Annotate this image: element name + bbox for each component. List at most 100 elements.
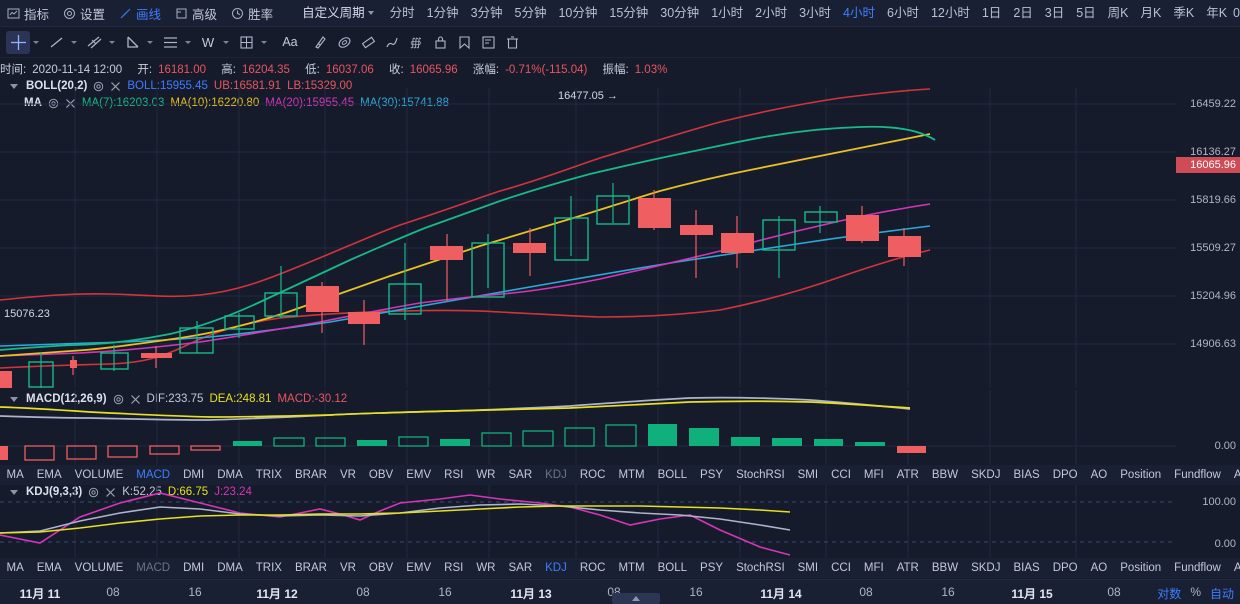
indicator-tab-mtm[interactable]: MTM (618, 562, 645, 574)
lock-tool[interactable] (428, 31, 452, 54)
gear-icon[interactable] (113, 394, 124, 405)
indicator-tab-cci[interactable]: CCI (831, 562, 851, 574)
indicator-tab-trix[interactable]: TRIX (255, 469, 282, 481)
indicator-tab-sar[interactable]: SAR (508, 469, 533, 481)
eraser-tool[interactable] (356, 31, 380, 54)
period-15分钟[interactable]: 15分钟 (609, 5, 649, 20)
indicator-tab-position[interactable]: Position (1120, 469, 1162, 481)
advanced-menu-button[interactable]: 高级 (168, 0, 224, 26)
indicator-tab-wr[interactable]: WR (476, 469, 496, 481)
period-3小时[interactable]: 3小时 (799, 5, 832, 20)
close-icon[interactable] (105, 487, 116, 498)
indicator-tab-ema[interactable]: EMA (36, 562, 62, 574)
horizontal-lines-tool-chevron[interactable] (182, 31, 193, 54)
indicator-tab-sar[interactable]: SAR (508, 562, 533, 574)
indicator-tab-trix[interactable]: TRIX (255, 562, 282, 574)
gear-icon[interactable] (93, 81, 104, 92)
indicator-tab-macd[interactable]: MACD (136, 469, 171, 481)
indicator-tab-ao[interactable]: AO (1090, 562, 1108, 574)
percent-scale-button[interactable]: % (1190, 585, 1201, 599)
indicator-tab-psy[interactable]: PSY (700, 469, 724, 481)
indicator-tab-atr[interactable]: ATR (896, 562, 919, 574)
indicator-tab-ai-netvol[interactable]: AI-NetVOL (1233, 562, 1240, 574)
indicator-tab-obv[interactable]: OBV (368, 562, 394, 574)
kdj-panel[interactable] (0, 485, 1176, 558)
emoji-tool[interactable]: ∰ (404, 31, 428, 54)
indicator-tab-roc[interactable]: ROC (579, 469, 606, 481)
period-1小时[interactable]: 1小时 (711, 5, 744, 20)
indicator-tab-ai-netvol[interactable]: AI-NetVOL (1233, 469, 1240, 481)
angle-tool-chevron[interactable] (144, 31, 155, 54)
period-2日[interactable]: 2日 (1013, 5, 1033, 20)
indicator-tab-stochrsi[interactable]: StochRSI (736, 562, 785, 574)
indicator-tab-kdj[interactable]: KDJ (545, 469, 567, 481)
period-季K[interactable]: 季K (1173, 5, 1195, 20)
period-分时[interactable]: 分时 (389, 5, 415, 20)
indicator-tab-mfi[interactable]: MFI (863, 562, 884, 574)
settings-menu-button[interactable]: 设置 (56, 0, 112, 26)
macd-axis[interactable]: 0.00 (1176, 390, 1240, 465)
parallel-channel-tool[interactable] (82, 31, 106, 54)
indicator-tab-vr[interactable]: VR (339, 562, 356, 574)
period-年K[interactable]: 年K (1206, 5, 1228, 20)
indicator-tab-wr[interactable]: WR (476, 562, 496, 574)
horizontal-scroll-thumb[interactable] (612, 593, 660, 604)
custom-period-button[interactable]: 自定义周期 (296, 0, 384, 27)
winrate-menu-button[interactable]: 胜率 (224, 0, 280, 26)
indicator-tab-mtm[interactable]: MTM (618, 469, 645, 481)
chevron-down-icon[interactable] (10, 83, 18, 89)
indicator-tabs-row-2[interactable]: MA EMA VOLUME MACD DMI DMA TRIX BRAR VR OBV EMV RSI… (0, 558, 1240, 578)
period-月K[interactable]: 月K (1140, 5, 1162, 20)
indicator-tab-dmi[interactable]: DMI (183, 469, 205, 481)
period-1分钟[interactable]: 1分钟 (426, 5, 459, 20)
indicator-tab-fundflow[interactable]: Fundflow (1174, 469, 1221, 481)
trendline-tool-chevron[interactable] (68, 31, 79, 54)
wave-w-tool-chevron[interactable] (220, 31, 231, 54)
time-axis[interactable]: 11月 11 08 16 11月 12 08 16 11月 13 08 16 11月 14 08 16… (0, 579, 1240, 604)
indicator-tab-cci[interactable]: CCI (831, 469, 851, 481)
period-1日[interactable]: 1日 (981, 5, 1002, 20)
drawline-menu-button[interactable]: 画线 (112, 0, 168, 26)
chevron-down-icon[interactable] (10, 489, 18, 495)
period-2小时[interactable]: 2小时 (755, 5, 788, 20)
log-scale-button[interactable]: 对数 (1157, 587, 1182, 601)
indicator-tab-bias[interactable]: BIAS (1013, 469, 1040, 481)
kdj-axis[interactable]: 100.00 0.00 (1176, 485, 1240, 558)
chevron-down-icon[interactable] (10, 396, 18, 402)
crosshair-tool-chevron[interactable] (30, 31, 41, 54)
indicator-tab-dpo[interactable]: DPO (1052, 562, 1078, 574)
indicator-tab-ma[interactable]: MA (6, 469, 24, 481)
indicator-tab-bbw[interactable]: BBW (931, 469, 959, 481)
indicator-tab-skdj[interactable]: SKDJ (971, 469, 1001, 481)
indicator-tab-volume[interactable]: VOLUME (74, 469, 124, 481)
magnet-tool[interactable] (332, 31, 356, 54)
indicator-tabs-row-1[interactable]: MA EMA VOLUME MACD DMI DMA TRIX BRAR VR OBV EMV RSI… (0, 465, 1240, 485)
close-icon[interactable] (110, 81, 121, 92)
period-30分钟[interactable]: 30分钟 (660, 5, 700, 20)
indicator-tab-stochrsi[interactable]: StochRSI (736, 469, 785, 481)
period-周K[interactable]: 周K (1107, 5, 1129, 20)
indicator-tab-boll[interactable]: BOLL (657, 469, 688, 481)
auto-scale-button[interactable]: 自动 (1209, 587, 1234, 601)
gear-icon[interactable] (48, 98, 59, 109)
refresh-interval-label[interactable]: 0s (1233, 6, 1240, 20)
indicator-tab-kdj[interactable]: KDJ (545, 562, 567, 574)
indicator-tab-roc[interactable]: ROC (579, 562, 606, 574)
indicator-tab-skdj[interactable]: SKDJ (971, 562, 1001, 574)
indicator-tab-bias[interactable]: BIAS (1013, 562, 1040, 574)
price-chart-panel[interactable]: 16477.05 → 15076.23 (0, 88, 1176, 388)
indicator-tab-ma[interactable]: MA (6, 562, 24, 574)
measure-tool[interactable] (308, 31, 332, 54)
fibonacci-tool[interactable] (234, 31, 258, 54)
indicator-tab-atr[interactable]: ATR (896, 469, 919, 481)
period-6小时[interactable]: 6小时 (887, 5, 919, 20)
period-10分钟[interactable]: 10分钟 (558, 5, 598, 20)
indicator-tab-smi[interactable]: SMI (797, 562, 819, 574)
indicator-tab-vr[interactable]: VR (339, 469, 356, 481)
close-icon[interactable] (65, 98, 76, 109)
period-3分钟[interactable]: 3分钟 (470, 5, 503, 20)
trash-tool[interactable] (500, 31, 524, 54)
indicator-tab-brar[interactable]: BRAR (294, 562, 327, 574)
close-icon[interactable] (130, 394, 141, 405)
indicator-tab-rsi[interactable]: RSI (444, 562, 464, 574)
